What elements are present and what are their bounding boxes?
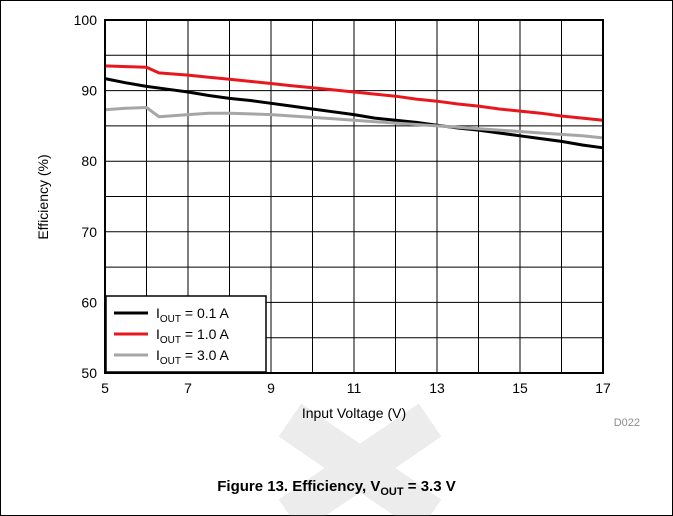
plot-border <box>104 19 604 374</box>
legend-entry: IOUT = 1.0 A <box>156 326 230 346</box>
y-tick-label: 100 <box>74 12 98 28</box>
x-tick-labels: 5 7 9 11 13 15 17 <box>101 380 611 396</box>
series-line-3 <box>104 106 604 140</box>
x-tick-label: 9 <box>267 380 275 396</box>
x-tick-label: 5 <box>101 380 109 396</box>
x-tick-label: 11 <box>347 380 362 396</box>
x-tick-label: 7 <box>184 380 192 396</box>
y-tick-label: 80 <box>81 153 97 169</box>
series-line-1 <box>104 77 604 150</box>
figure-caption: Figure 13. Efficiency, VOUT = 3.3 V <box>0 478 673 498</box>
caption-prefix: Figure 13. Efficiency, V <box>217 478 381 495</box>
x-tick-label: 15 <box>512 380 528 396</box>
series-lines <box>104 64 604 150</box>
series-line-2 <box>104 64 604 122</box>
legend-entry: IOUT = 0.1 A <box>156 305 230 325</box>
y-tick-label: 50 <box>81 365 97 381</box>
caption-suffix: = 3.3 V <box>403 478 456 495</box>
x-tick-label: 17 <box>595 380 611 396</box>
x-axis-label: Input Voltage (V) <box>302 405 406 421</box>
x-tick-label: 13 <box>429 380 445 396</box>
y-tick-labels: 50 60 70 80 90 100 <box>74 12 98 381</box>
y-axis-label: Efficiency (%) <box>35 154 51 239</box>
figure-id-label: D022 <box>614 417 640 429</box>
y-tick-label: 60 <box>81 294 97 310</box>
caption-subscript: OUT <box>380 486 404 498</box>
background-watermark <box>278 403 442 516</box>
y-tick-label: 70 <box>81 224 97 240</box>
legend-entry: IOUT = 3.0 A <box>156 347 230 367</box>
y-tick-label: 90 <box>81 83 97 99</box>
